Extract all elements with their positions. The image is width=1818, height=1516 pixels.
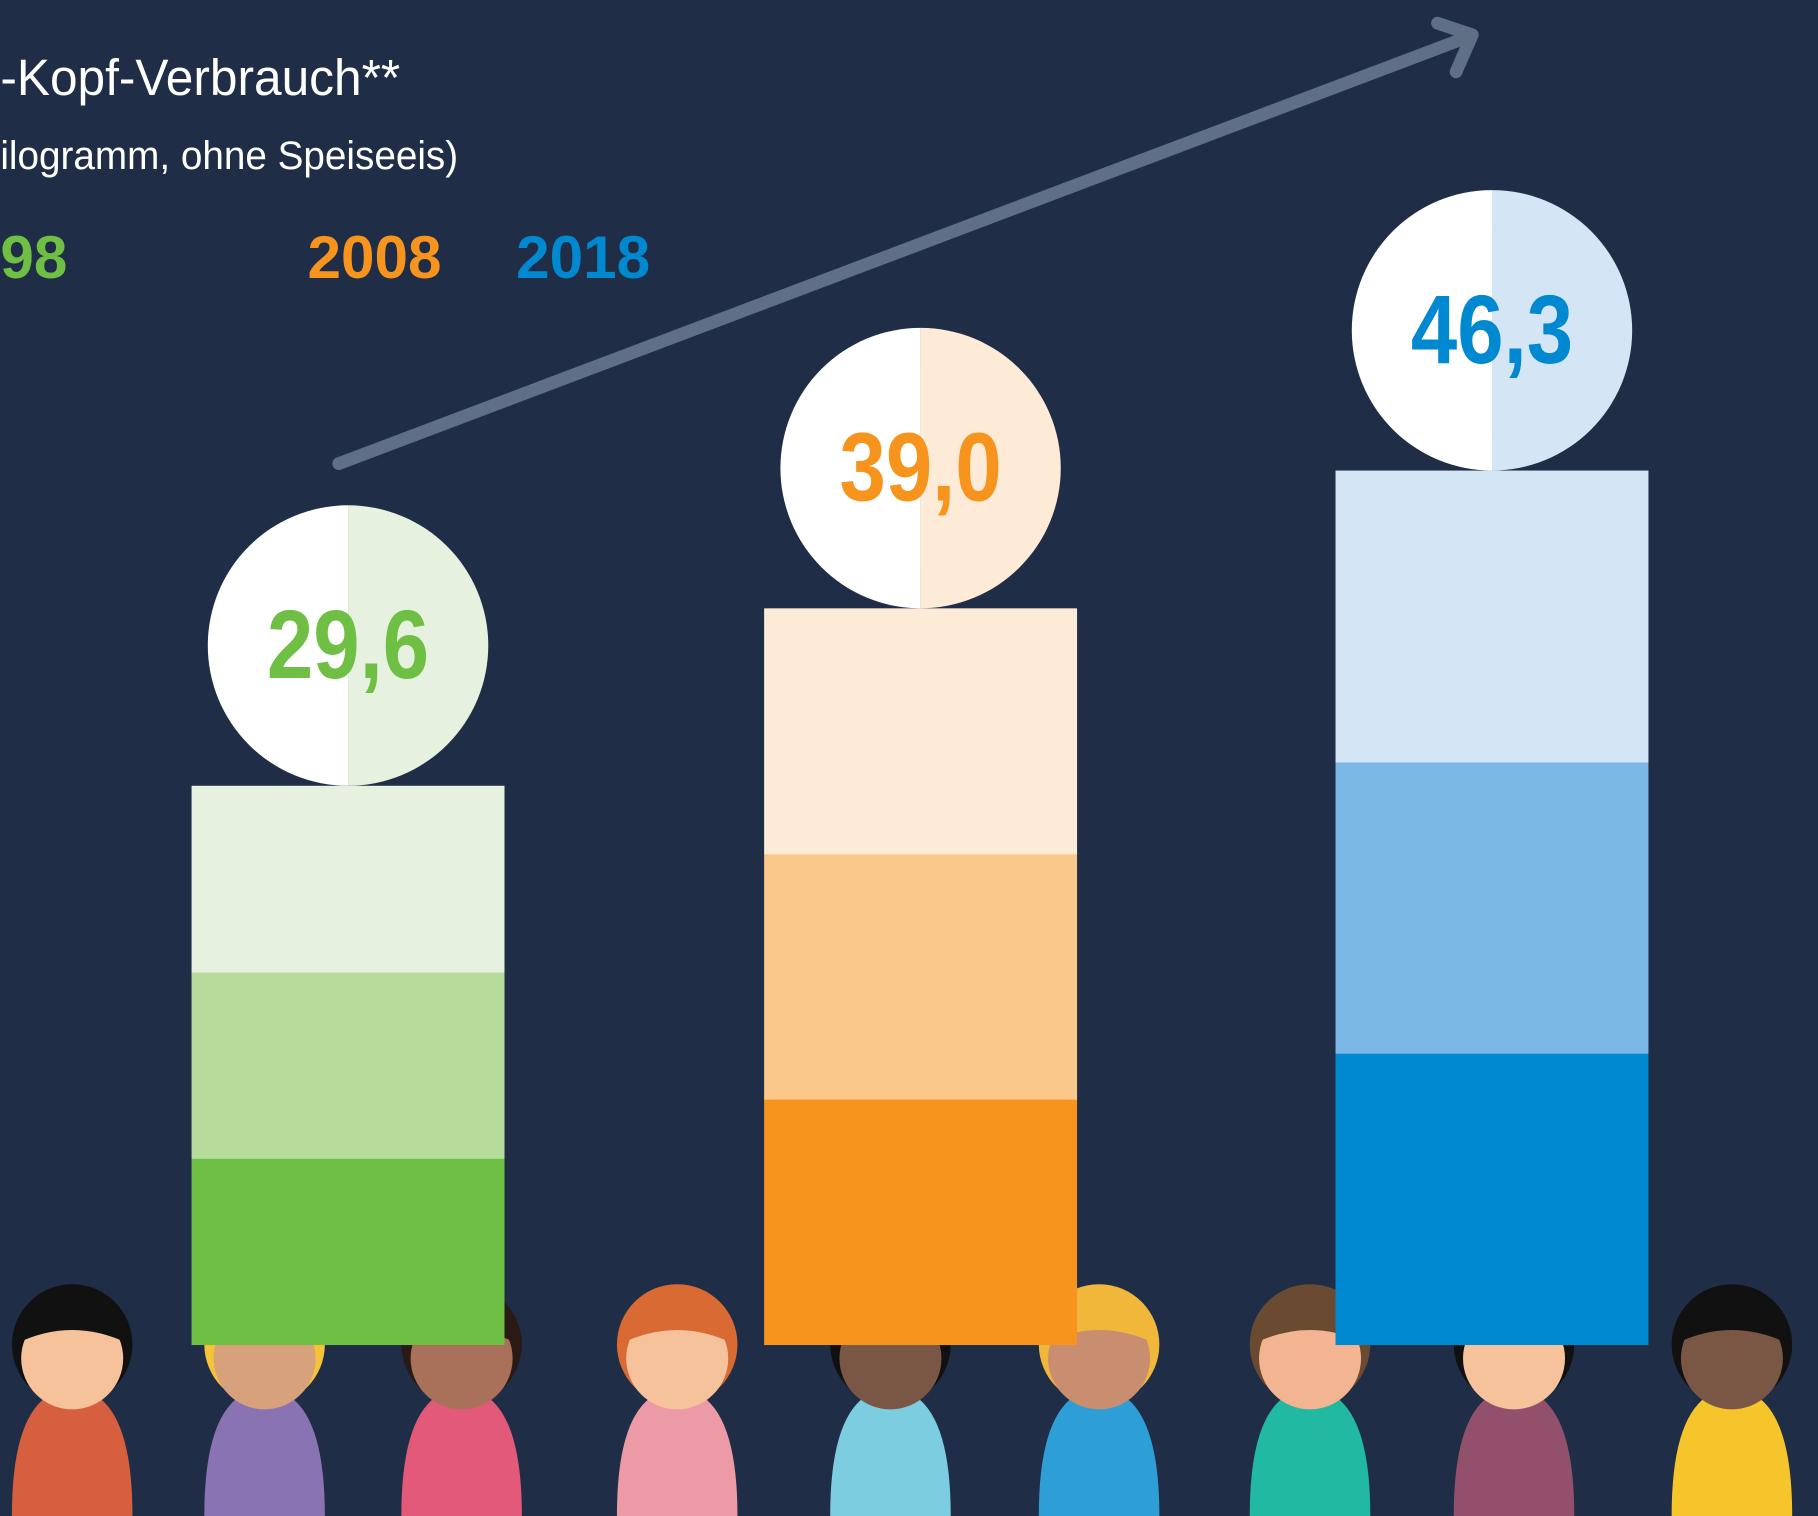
chart-title: -Kopf-Verbrauch** xyxy=(0,49,400,106)
person-body xyxy=(204,1388,325,1516)
bar-segment xyxy=(191,785,505,973)
person-hair-top xyxy=(1673,1286,1790,1345)
bar-segment xyxy=(191,972,505,1159)
value-bubble-left xyxy=(1351,190,1492,471)
value-bubble-right xyxy=(1491,190,1633,471)
person-head xyxy=(21,1307,124,1410)
bar xyxy=(764,608,1078,1346)
bar-segment xyxy=(1335,470,1649,763)
value-label: 29,6 xyxy=(267,590,429,699)
value-bubble-left xyxy=(207,505,349,786)
value-bubble-right xyxy=(348,505,489,786)
value-bubble-right xyxy=(920,327,1061,609)
legend-label: 2008 xyxy=(307,223,441,291)
value-bubble-left xyxy=(780,327,921,609)
bar xyxy=(1335,470,1649,1346)
value-label: 46,3 xyxy=(1411,275,1573,384)
bar-segment xyxy=(764,1099,1078,1346)
person-head xyxy=(1259,1307,1362,1410)
bar-segment xyxy=(1335,761,1649,1054)
person-body xyxy=(1671,1388,1793,1516)
person-hair-top xyxy=(14,1286,131,1345)
bar-segment xyxy=(1335,1053,1649,1346)
value-label: 39,0 xyxy=(839,413,1001,522)
trend-arrow xyxy=(332,16,1479,470)
legend-label: 98 xyxy=(0,223,67,291)
legend-label: 2018 xyxy=(516,223,650,291)
person-body xyxy=(616,1388,738,1516)
person-head xyxy=(1680,1307,1783,1410)
person-body xyxy=(830,1388,951,1516)
bar-segment xyxy=(191,1158,505,1346)
chart-subtitle: ilogramm, ohne Speiseeis) xyxy=(0,134,458,178)
person-head xyxy=(626,1307,729,1410)
person-hair-top xyxy=(619,1286,736,1345)
person-body xyxy=(11,1388,133,1516)
person-body xyxy=(1249,1388,1371,1516)
person-body xyxy=(1453,1388,1575,1516)
person-body xyxy=(401,1388,522,1516)
bar-segment xyxy=(764,853,1078,1100)
bar-segment xyxy=(764,608,1078,855)
bar xyxy=(191,785,505,1346)
person-body xyxy=(1038,1388,1160,1516)
